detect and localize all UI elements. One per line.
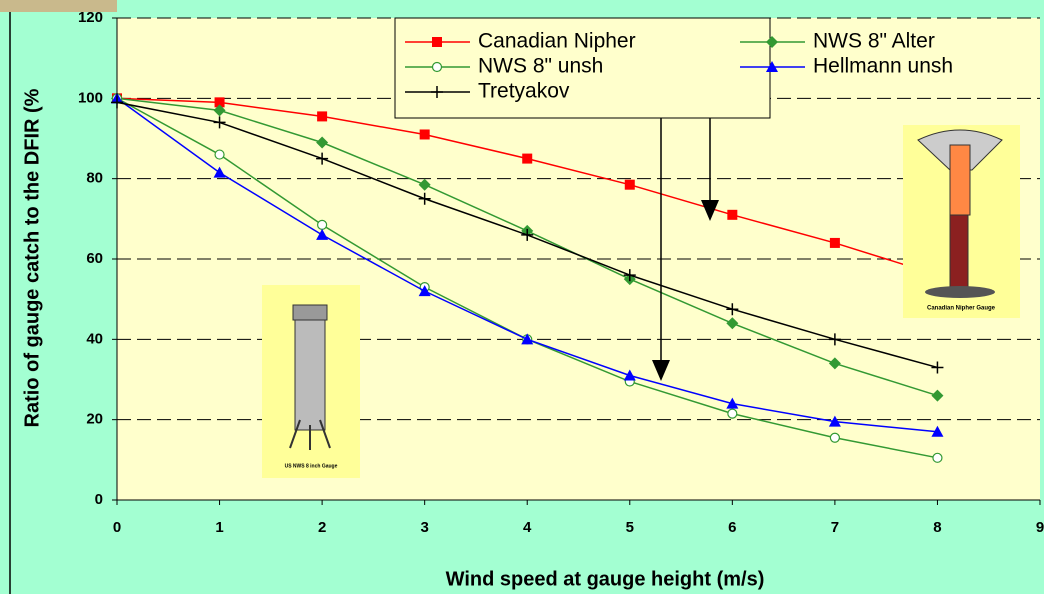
image-caption: US NWS 8 inch Gauge bbox=[285, 463, 338, 469]
y-tick-label: 120 bbox=[78, 9, 103, 26]
image-caption: Canadian Nipher Gauge bbox=[927, 306, 996, 312]
marker bbox=[420, 129, 430, 139]
y-tick-label: 20 bbox=[86, 411, 103, 428]
x-axis-title: Wind speed at gauge height (m/s) bbox=[446, 568, 765, 590]
marker bbox=[830, 238, 840, 248]
x-tick-label: 1 bbox=[215, 519, 223, 536]
marker bbox=[830, 433, 839, 442]
x-tick-label: 0 bbox=[113, 519, 121, 536]
legend-label: Canadian Nipher bbox=[478, 30, 636, 53]
y-tick-label: 0 bbox=[95, 491, 103, 508]
y-axis-title: Ratio of gauge catch to the DFIR (% bbox=[21, 88, 43, 427]
x-tick-label: 8 bbox=[933, 519, 941, 536]
legend-label: NWS 8" unsh bbox=[478, 55, 603, 78]
x-tick-label: 5 bbox=[626, 519, 634, 536]
x-tick-label: 6 bbox=[728, 519, 736, 536]
gauge-image: US NWS 8 inch Gauge bbox=[262, 285, 360, 478]
x-tick-label: 7 bbox=[831, 519, 839, 536]
marker bbox=[432, 37, 442, 47]
x-tick-label: 2 bbox=[318, 519, 326, 536]
legend-label: Tretyakov bbox=[478, 80, 570, 103]
y-tick-label: 100 bbox=[78, 89, 103, 106]
marker bbox=[933, 453, 942, 462]
x-tick-label: 4 bbox=[523, 519, 532, 536]
marker bbox=[215, 150, 224, 159]
legend-label: Hellmann unsh bbox=[813, 55, 953, 78]
marker bbox=[728, 409, 737, 418]
gauge-image: Canadian Nipher Gauge bbox=[903, 125, 1020, 318]
marker bbox=[433, 63, 442, 72]
x-tick-label: 9 bbox=[1036, 519, 1044, 536]
y-tick-label: 80 bbox=[86, 170, 103, 187]
x-tick-label: 3 bbox=[420, 519, 428, 536]
chart: US NWS 8 inch Gauge Canadian Nipher Gaug… bbox=[0, 0, 1044, 594]
y-tick-label: 60 bbox=[86, 250, 103, 267]
marker bbox=[625, 180, 635, 190]
marker bbox=[317, 111, 327, 121]
marker bbox=[522, 154, 532, 164]
marker bbox=[318, 220, 327, 229]
legend-label: NWS 8" Alter bbox=[813, 30, 935, 53]
y-tick-label: 40 bbox=[86, 330, 103, 347]
marker bbox=[727, 210, 737, 220]
